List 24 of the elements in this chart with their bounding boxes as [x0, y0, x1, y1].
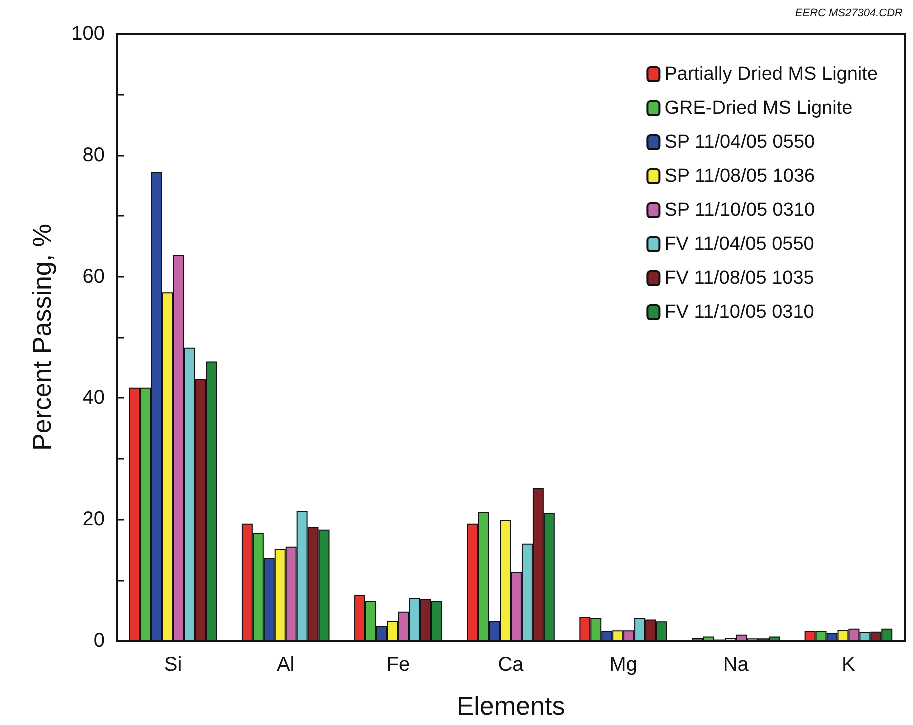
text: EERC MS27304.CDR — [795, 8, 904, 20]
legend-label: Partially Dried MS Lignite — [664, 64, 878, 85]
legend-label: SP 11/04/05 0550 — [664, 132, 816, 153]
y-axis-title: Percent Passing, % — [27, 224, 57, 451]
legend-label: FV 11/08/05 1035 — [664, 268, 814, 289]
legend-label: FV 11/04/05 0550 — [664, 234, 814, 255]
x-tick-label: Ca — [498, 654, 525, 676]
x-tick-label: K — [842, 654, 856, 676]
y-tick-label: 60 — [82, 266, 105, 288]
y-tick-label: 20 — [82, 508, 105, 531]
legend-label: FV 11/10/05 0310 — [664, 302, 814, 323]
x-tick-label: Fe — [386, 654, 410, 676]
legend-label: SP 11/08/05 1036 — [664, 166, 816, 187]
x-tick-label: Na — [723, 654, 750, 676]
legend-label: GRE-Dried MS Lignite — [664, 98, 853, 119]
x-tick-label: Mg — [610, 654, 638, 676]
y-tick-label: 80 — [82, 144, 105, 166]
y-tick-label: 100 — [72, 23, 105, 45]
x-axis-title: Elements — [456, 691, 566, 721]
x-tick-label: Si — [164, 654, 182, 676]
x-tick-label: Al — [276, 654, 295, 676]
y-tick-label: 0 — [94, 630, 105, 652]
legend-label: SP 11/10/05 0310 — [664, 200, 816, 221]
y-tick-label: 40 — [82, 387, 105, 410]
